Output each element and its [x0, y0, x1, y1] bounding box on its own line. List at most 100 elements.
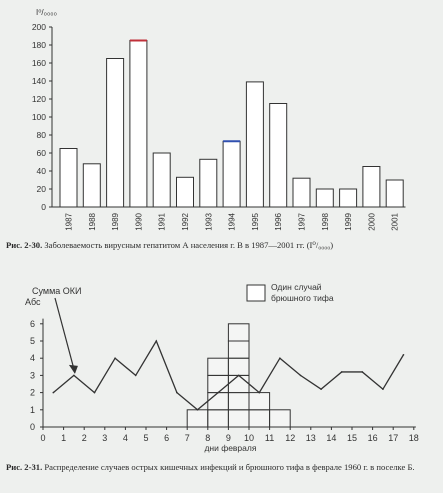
typhoid-case-square — [227, 409, 250, 428]
bar — [385, 179, 404, 208]
x-tick-label: 18 — [409, 433, 419, 443]
bar — [339, 188, 358, 208]
x-tick-label: 1995 — [251, 212, 260, 230]
x-tick-label: 9 — [226, 433, 231, 443]
y-tick-label: 0 — [41, 202, 46, 212]
y-tick-label: 5 — [30, 336, 35, 346]
oki-series-point — [382, 388, 384, 390]
oki-series-line — [52, 339, 405, 411]
x-tick-label: 1997 — [298, 212, 307, 230]
x-tick-label: 2 — [82, 433, 87, 443]
bar — [315, 188, 334, 208]
bar — [269, 103, 288, 208]
x-tick-label: 1989 — [111, 212, 120, 230]
x-tick-label: 11 — [265, 433, 274, 443]
x-tick-label: 1 — [61, 433, 66, 443]
bar — [199, 158, 218, 208]
oki-series-point — [217, 391, 219, 394]
legend-square-icon — [246, 284, 266, 302]
y-tick-label: 1 — [30, 405, 35, 415]
figure-caption-2-30: Рис. 2-30. Заболеваемость вирусным гепат… — [6, 240, 438, 251]
x-tick-label: 2000 — [367, 212, 376, 230]
bar — [152, 152, 171, 208]
x-tick-label: 13 — [306, 433, 316, 443]
x-tick-label: 2001 — [391, 212, 400, 230]
x-tick-label: 1992 — [181, 212, 190, 230]
oki-series-point — [320, 388, 322, 390]
x-tick-label: 0 — [40, 433, 45, 443]
y-tick-label: 6 — [30, 319, 35, 329]
x-tick-label: 1988 — [88, 212, 97, 230]
oki-series-point — [52, 391, 55, 394]
y-tick-label: 160 — [32, 58, 46, 68]
x-tick-label: 6 — [164, 433, 169, 443]
y-tick-label: 3 — [30, 370, 35, 380]
typhoid-case-square — [227, 374, 250, 394]
bar — [59, 148, 78, 208]
oki-series-point — [299, 374, 302, 377]
annotation-arrow-line — [54, 297, 76, 373]
x-tick-label: 16 — [368, 433, 378, 443]
typhoid-case-square — [269, 409, 291, 428]
bar — [245, 81, 264, 208]
x-tick-label: 1993 — [204, 212, 213, 230]
oki-series-point — [155, 340, 158, 342]
x-tick-label: 1999 — [344, 212, 353, 230]
x-tick-label: 7 — [185, 433, 190, 443]
y-tick-label: 80 — [37, 130, 47, 140]
x-tick-label: 4 — [123, 433, 128, 443]
y-tick-label: 180 — [32, 40, 46, 50]
y-tick-label: 100 — [32, 112, 46, 122]
bar — [82, 163, 101, 208]
y-tick-label: 200 — [32, 22, 46, 32]
annotation-arrow-head — [68, 364, 78, 374]
x-tick-label: 8 — [205, 433, 210, 443]
y-tick-label: 4 — [30, 353, 35, 363]
oki-series-point — [73, 374, 75, 377]
figure-caption-2-31: Рис. 2-31. Распределение случаев острых … — [6, 462, 438, 473]
oki-series-point — [402, 353, 405, 356]
x-tick-label: 5 — [143, 433, 148, 443]
caption-label: Рис. 2-31. — [6, 462, 43, 472]
y-axis-label: I⁰/₀₀₀₀ — [36, 8, 57, 17]
legend-label-line-2: брюшного тифа — [271, 293, 334, 303]
typhoid-case-square — [227, 357, 250, 376]
bar — [176, 176, 194, 208]
y-tick-label: 120 — [32, 94, 46, 104]
oki-series-point — [340, 371, 343, 373]
bar — [362, 166, 381, 208]
legend-label-line-1: Один случай — [271, 282, 322, 292]
oki-series-point — [93, 391, 96, 394]
oki-series-point — [279, 357, 281, 360]
y-tick-label: 40 — [37, 166, 47, 176]
bar — [106, 58, 125, 208]
x-tick-label: 1990 — [134, 212, 143, 230]
hepatitis-bar-chart: 0 20 40 60 80 100 120 140 160 180 200 I⁰/₀₀₀₀ 1987 19… — [32, 8, 406, 231]
typhoid-case-square — [207, 409, 229, 428]
y-tick-label: 20 — [37, 184, 47, 194]
x-tick-label: 10 — [244, 433, 254, 443]
oki-series-point — [237, 374, 240, 377]
typhoid-case-square — [248, 392, 271, 411]
x-tick-label: 15 — [347, 433, 357, 443]
x-axis-label: дни февраля — [204, 443, 256, 453]
oki-series-point — [196, 409, 199, 411]
x-tick-label: 1996 — [274, 212, 283, 230]
x-tick-label: 14 — [326, 433, 336, 443]
oki-series-point — [176, 391, 178, 394]
caption-text: Заболеваемость вирусным гепатитом А насе… — [44, 240, 334, 250]
y-tick-label: 0 — [30, 422, 35, 432]
oki-series-point — [361, 371, 364, 373]
typhoid-case-square — [186, 409, 209, 428]
typhoid-case-square — [227, 340, 250, 359]
oki-series-point — [114, 357, 116, 360]
typhoid-case-square — [227, 323, 250, 342]
typhoid-case-square — [227, 392, 250, 411]
typhoid-case-square — [207, 374, 229, 394]
typhoid-case-square — [248, 409, 271, 428]
caption-text: Распределение случаев острых кишечных ин… — [44, 462, 415, 472]
typhoid-case-square — [207, 392, 229, 411]
caption-label: Рис. 2-30. — [6, 240, 43, 250]
